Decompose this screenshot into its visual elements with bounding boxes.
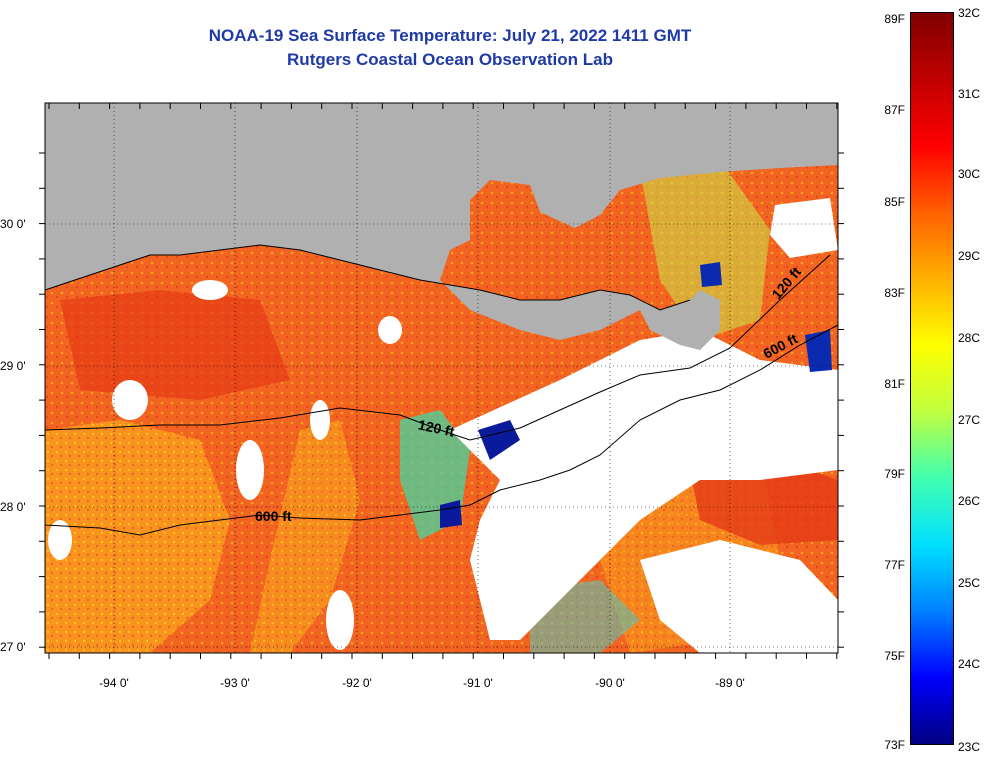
axis-ticks (39, 103, 844, 659)
map-subtitle: Rutgers Coastal Ocean Observation Lab (287, 50, 613, 69)
lon-label: -91 0' (463, 676, 493, 690)
lon-label: -93 0' (220, 676, 250, 690)
colorbar-label-f: 73F (884, 738, 905, 752)
colorbar-label-c: 24C (958, 657, 981, 671)
colorbar-label-f: 79F (884, 467, 905, 481)
cold-spot (805, 330, 832, 372)
colorbar-label-c: 31C (958, 87, 981, 101)
contour-120ft (45, 254, 831, 441)
lat-label: 30 0' (0, 217, 26, 231)
coastline (45, 244, 691, 311)
cloud-south (640, 540, 838, 653)
warm-band-west (45, 420, 230, 653)
contour-600ft (45, 324, 838, 536)
lat-label: 28 0' (0, 500, 26, 514)
colorbar-label-c: 25C (958, 576, 981, 590)
cloud-top-right (770, 198, 838, 258)
contour-label-600ft: 600 ft (255, 508, 292, 524)
lat-label: 27 0' (0, 640, 26, 654)
cloud-patch (326, 590, 354, 650)
colorbar-label-c: 29C (958, 249, 981, 263)
colorbar-label-c: 26C (958, 494, 981, 508)
cold-spot (700, 262, 722, 287)
cold-spot (478, 420, 520, 460)
colorbar-label-f: 83F (884, 286, 905, 300)
lon-label: -94 0' (99, 676, 129, 690)
cool-band-2 (640, 160, 770, 340)
colorbar-label-f: 81F (884, 377, 905, 391)
temperature-colorbar (910, 12, 954, 745)
cloud-patch (310, 400, 330, 440)
colorbar-label-c: 28C (958, 331, 981, 345)
cloud-patch (236, 440, 264, 500)
warm-band-mid (250, 420, 360, 653)
lon-label: -89 0' (715, 676, 745, 690)
colorbar-label-f: 85F (884, 195, 905, 209)
colorbar-label-c: 23C (958, 740, 981, 754)
lat-label: 29 0' (0, 359, 26, 373)
cold-spot (440, 500, 462, 528)
colorbar-label-f: 75F (884, 649, 905, 663)
colorbar-label-f: 87F (884, 103, 905, 117)
colorbar-label-c: 30C (958, 167, 981, 181)
hot-band-2 (690, 460, 838, 545)
cloud-patch (192, 280, 228, 300)
cloud-east (740, 380, 838, 440)
cloud-patch (112, 380, 148, 420)
plot-frame (44, 102, 839, 654)
colorbar-label-c: 27C (958, 413, 981, 427)
cloud-patch (378, 316, 402, 344)
colorbar-label-f: 77F (884, 558, 905, 572)
map-title: NOAA-19 Sea Surface Temperature: July 21… (208, 26, 692, 45)
colorbar-label-c: 32C (958, 6, 981, 20)
colorbar-label-f: 89F (884, 12, 905, 26)
land (45, 103, 838, 350)
cloud-patch (48, 520, 72, 560)
lon-label: -92 0' (342, 676, 372, 690)
lon-label: -90 0' (595, 676, 625, 690)
hot-band (60, 290, 290, 400)
